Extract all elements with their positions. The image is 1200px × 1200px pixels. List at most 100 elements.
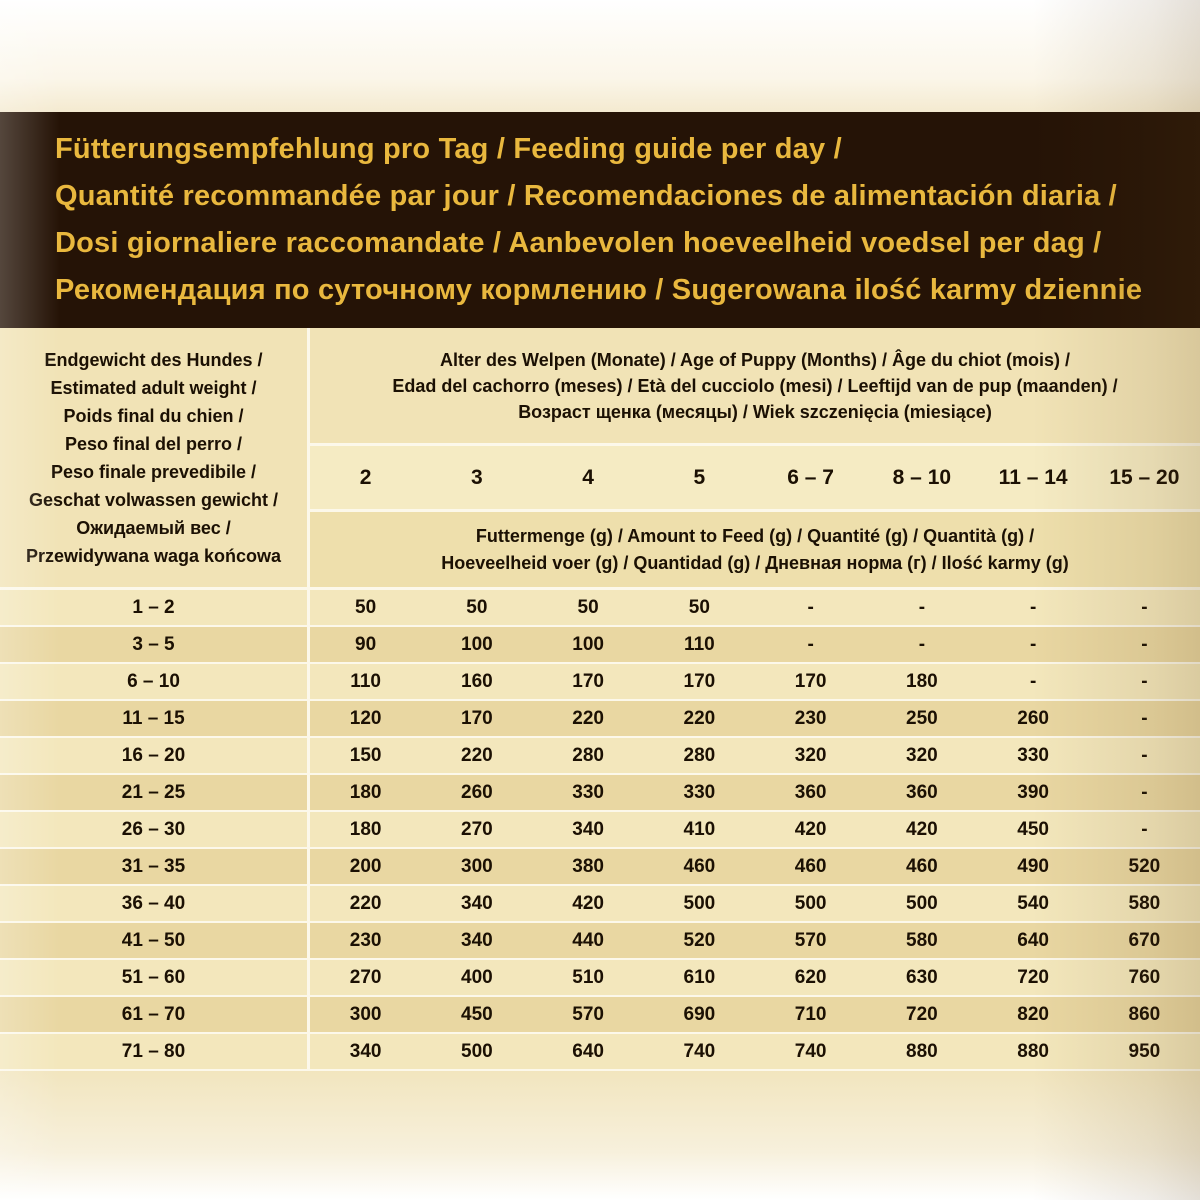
table-row: 1 – 2 50 50 50 50 - - - - — [0, 590, 1200, 627]
title-line: Fütterungsempfehlung pro Tag / Feeding g… — [55, 133, 842, 165]
amount-cell: 100 — [572, 633, 604, 655]
weight-range-cell: 6 – 10 — [0, 664, 310, 699]
amount-cell: - — [1141, 633, 1148, 655]
weight-range-cell: 11 – 15 — [0, 701, 310, 736]
amount-cell: 50 — [466, 596, 488, 618]
amount-cell: 220 — [349, 892, 382, 914]
amount-cell: 180 — [906, 670, 938, 692]
amount-cell: 250 — [906, 707, 938, 729]
table-row: 31 – 35 200 300 380 460 460 460 490 520 — [0, 849, 1200, 886]
weight-range-cell: 36 – 40 — [0, 886, 310, 921]
age-columns-row: 2 3 4 5 6 – 7 8 – 10 11 – 14 15 – 20 — [310, 446, 1200, 512]
amount-to-feed-header: Futtermenge (g) / Amount to Feed (g) / Q… — [310, 512, 1200, 590]
weight-column-header: Endgewicht des Hundes / Estimated adult … — [0, 328, 310, 590]
amount-cell: 620 — [794, 966, 827, 988]
title-line: Quantité recommandée par jour / Recomend… — [55, 180, 1117, 212]
amount-cell: 580 — [906, 929, 938, 951]
amount-cell: 360 — [906, 781, 938, 803]
amount-cell: 200 — [349, 855, 382, 877]
amount-cell: 420 — [572, 892, 604, 914]
amount-cell: 400 — [461, 966, 493, 988]
table-row: 61 – 70 300 450 570 690 710 720 820 860 — [0, 997, 1200, 1034]
amount-cell: - — [1141, 818, 1148, 840]
amount-cell: - — [1141, 707, 1148, 729]
amount-cell: 860 — [1128, 1003, 1161, 1025]
amount-cell: 500 — [461, 1040, 493, 1062]
amount-cell: 580 — [1128, 892, 1161, 914]
amount-cell: 180 — [349, 781, 382, 803]
amount-cell: 50 — [688, 596, 710, 618]
amount-cell: - — [918, 596, 926, 618]
top-margin-strip — [0, 0, 1200, 112]
title-line: Рекомендация по суточному кормлению / Su… — [55, 274, 1143, 306]
age-column-label: 8 – 10 — [892, 465, 952, 489]
amount-cell: 340 — [461, 892, 493, 914]
page-title: Fütterungsempfehlung pro Tag / Feeding g… — [0, 112, 1200, 328]
amount-cell: 570 — [794, 929, 827, 951]
amount-cell: 270 — [349, 966, 382, 988]
table-row: 36 – 40 220 340 420 500 500 500 540 580 — [0, 886, 1200, 923]
amount-cell: 640 — [572, 1040, 604, 1062]
weight-header-line: Ожидаемый вес / — [76, 517, 231, 538]
amount-cell: 640 — [1017, 929, 1049, 951]
amount-cell: 220 — [683, 707, 716, 729]
age-header-line: Возраст щенка (месяцы) / Wiek szczenięci… — [518, 401, 992, 422]
amount-cell: 740 — [683, 1040, 716, 1062]
amount-cell: 220 — [572, 707, 604, 729]
weight-header-line: Peso finale prevedibile / — [50, 461, 257, 482]
amount-cell: 490 — [1017, 855, 1049, 877]
amount-cell: - — [1141, 781, 1148, 803]
amount-cell: 150 — [349, 744, 382, 766]
amount-cell: 380 — [572, 855, 604, 877]
amount-cell: 820 — [1017, 1003, 1049, 1025]
weight-range-cell: 31 – 35 — [0, 849, 310, 884]
amount-cell: 100 — [461, 633, 493, 655]
amount-cell: 450 — [461, 1003, 493, 1025]
amount-cell: 170 — [683, 670, 716, 692]
amount-header-line: Futtermenge (g) / Amount to Feed (g) / Q… — [475, 525, 1035, 546]
weight-range-cell: 26 – 30 — [0, 812, 310, 847]
table-row: 21 – 25 180 260 330 330 360 360 390 - — [0, 775, 1200, 812]
weight-header-line: Peso final del perro / — [64, 433, 243, 454]
amount-cell: - — [1029, 670, 1037, 692]
amount-cell: 120 — [349, 707, 382, 729]
amount-cell: - — [1141, 596, 1148, 618]
weight-header-line: Przewidywana waga końcowa — [25, 545, 282, 566]
weight-range-cell: 41 – 50 — [0, 923, 310, 958]
amount-cell: 50 — [355, 596, 377, 618]
weight-header-line: Estimated adult weight / — [50, 377, 257, 398]
amount-cell: 520 — [1128, 855, 1161, 877]
amount-cell: 230 — [349, 929, 382, 951]
age-section-header: Alter des Welpen (Monate) / Age of Puppy… — [310, 328, 1200, 590]
weight-range-cell: 71 – 80 — [0, 1034, 310, 1069]
amount-cell: 260 — [461, 781, 493, 803]
amount-cell: 340 — [461, 929, 493, 951]
weight-range-cell: 16 – 20 — [0, 738, 310, 773]
amount-cell: 520 — [683, 929, 716, 951]
amount-cell: 410 — [683, 818, 716, 840]
amount-cell: 500 — [906, 892, 938, 914]
table-row: 41 – 50 230 340 440 520 570 580 640 670 — [0, 923, 1200, 960]
amount-cell: 170 — [572, 670, 604, 692]
amount-cell: 340 — [349, 1040, 382, 1062]
amount-cell: 440 — [572, 929, 604, 951]
weight-range-cell: 3 – 5 — [0, 627, 310, 662]
amount-cell: 300 — [461, 855, 493, 877]
age-column-label: 6 – 7 — [787, 465, 834, 489]
weight-header-line: Geschat volwassen gewicht / — [28, 489, 279, 510]
weight-range-cell: 51 – 60 — [0, 960, 310, 995]
amount-cell: 300 — [349, 1003, 382, 1025]
bottom-margin-strip — [0, 1071, 1200, 1200]
age-header-line: Alter des Welpen (Monate) / Age of Puppy… — [440, 349, 1070, 370]
amount-cell: 420 — [794, 818, 827, 840]
amount-cell: 170 — [794, 670, 827, 692]
amount-cell: 170 — [461, 707, 493, 729]
amount-cell: 950 — [1128, 1040, 1161, 1062]
amount-header-line: Hoeveelheid voer (g) / Quantidad (g) / Д… — [441, 552, 1069, 573]
amount-cell: - — [807, 633, 814, 655]
amount-cell: 510 — [572, 966, 604, 988]
amount-cell: 220 — [461, 744, 493, 766]
amount-cell: 460 — [906, 855, 938, 877]
amount-cell: 880 — [1017, 1040, 1049, 1062]
amount-cell: 690 — [683, 1003, 716, 1025]
